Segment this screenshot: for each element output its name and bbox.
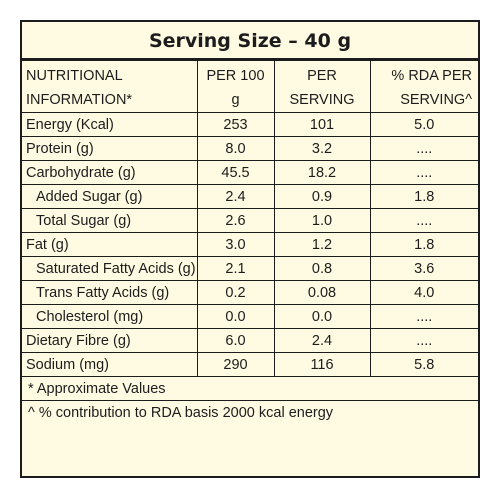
per-100g-value: 0.0 [196,304,275,329]
rda-value: 3.6 [369,256,478,281]
per-100g-value: 2.1 [196,256,275,281]
rda-value: .... [369,208,478,233]
per-100g-value: 3.0 [196,232,275,257]
footnote-rda-basis: ^ % contribution to RDA basis 2000 kcal … [28,405,334,421]
rda-value: .... [369,304,478,329]
per-100g-value: 0.2 [196,280,275,305]
table-row: Carbohydrate (g) 45.5 18.2 .... [22,160,478,185]
table-row: Energy (Kcal) 253 101 5.0 [22,112,478,137]
per-100g-value: 2.6 [196,208,275,233]
per-serving-value: 0.08 [273,280,371,305]
nutrient-name: Saturated Fatty Acids (g) [22,256,198,281]
nutrient-name: Protein (g) [22,136,198,161]
nutrient-name: Dietary Fibre (g) [22,328,198,353]
table-row: Trans Fatty Acids (g) 0.2 0.08 4.0 [22,280,478,305]
rda-value: .... [369,160,478,185]
nutrient-name: Sodium (mg) [22,352,198,377]
per-serving-value: 1.2 [273,232,371,257]
table-row: Cholesterol (mg) 0.0 0.0 .... [22,304,478,329]
header-nutrient: NUTRITIONAL INFORMATION* [22,60,198,113]
nutrition-panel: Serving Size – 40 g NUTRITIONAL INFORMAT… [20,20,480,478]
nutrition-table: NUTRITIONAL INFORMATION* PER 100 g PER S… [22,60,478,377]
per-serving-value: 1.0 [273,208,371,233]
header-per-100g: PER 100 g [196,60,275,113]
per-100g-value: 2.4 [196,184,275,209]
header-row: NUTRITIONAL INFORMATION* PER 100 g PER S… [22,60,478,113]
per-serving-value: 2.4 [273,328,371,353]
nutrient-name: Cholesterol (mg) [22,304,198,329]
nutrient-name: Fat (g) [22,232,198,257]
per-serving-value: 18.2 [273,160,371,185]
per-serving-value: 0.8 [273,256,371,281]
per-serving-value: 0.0 [273,304,371,329]
nutrient-name: Energy (Kcal) [22,112,198,137]
rda-value: 1.8 [369,232,478,257]
table-row: Fat (g) 3.0 1.2 1.8 [22,232,478,257]
per-serving-value: 3.2 [273,136,371,161]
per-100g-value: 8.0 [196,136,275,161]
table-row: Saturated Fatty Acids (g) 2.1 0.8 3.6 [22,256,478,281]
header-per-serving: PER SERVING [273,60,371,113]
rda-value: .... [369,328,478,353]
nutrient-name: Total Sugar (g) [22,208,198,233]
table-row: Protein (g) 8.0 3.2 .... [22,136,478,161]
nutrient-name: Trans Fatty Acids (g) [22,280,198,305]
nutrient-name: Carbohydrate (g) [22,160,198,185]
per-100g-value: 253 [196,112,275,137]
table-row: Sodium (mg) 290 116 5.8 [22,352,478,377]
rda-value: 5.0 [369,112,478,137]
table-row: Added Sugar (g) 2.4 0.9 1.8 [22,184,478,209]
per-serving-value: 116 [273,352,371,377]
per-100g-value: 290 [196,352,275,377]
per-100g-value: 45.5 [196,160,275,185]
per-serving-value: 0.9 [273,184,371,209]
header-rda: % RDA PER SERVING^ [369,60,478,113]
footnote-approximate: * Approximate Values [22,377,478,401]
rda-value: .... [369,136,478,161]
table-row: Total Sugar (g) 2.6 1.0 .... [22,208,478,233]
per-serving-value: 101 [273,112,371,137]
rda-value: 4.0 [369,280,478,305]
serving-size-title: Serving Size – 40 g [22,22,478,60]
rda-value: 1.8 [369,184,478,209]
table-row: Dietary Fibre (g) 6.0 2.4 .... [22,328,478,353]
per-100g-value: 6.0 [196,328,275,353]
rda-value: 5.8 [369,352,478,377]
nutrient-name: Added Sugar (g) [22,184,198,209]
